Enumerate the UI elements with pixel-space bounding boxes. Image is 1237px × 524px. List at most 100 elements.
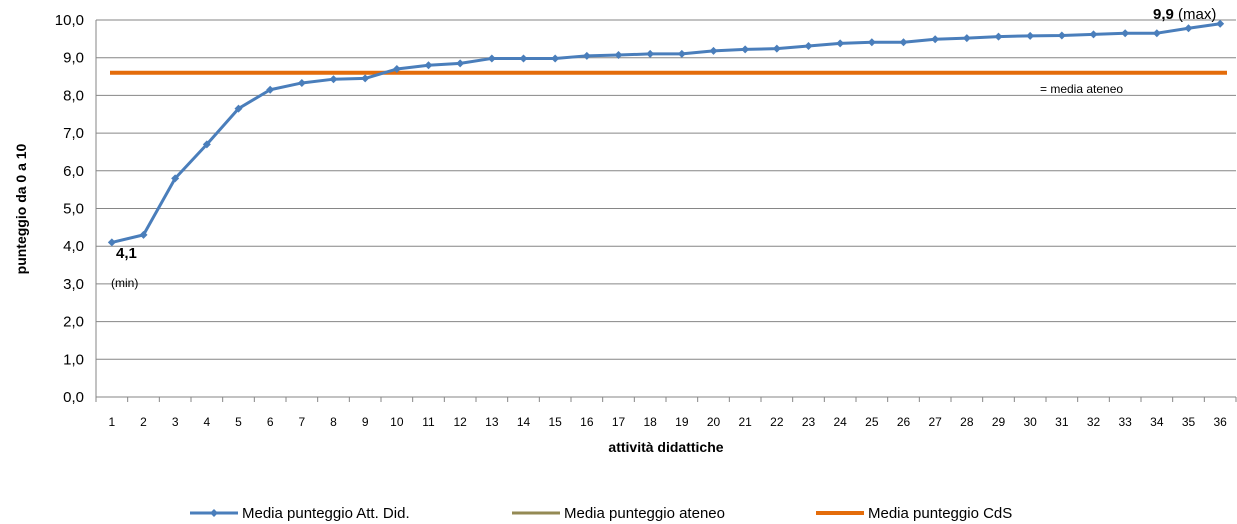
x-tick-label: 32 (1087, 415, 1101, 429)
data-point (899, 38, 908, 47)
x-tick-label: 26 (897, 415, 911, 429)
x-tick-label: 29 (992, 415, 1006, 429)
legend-marker-att-did (210, 509, 218, 517)
data-point (424, 61, 433, 70)
x-tick-label: 31 (1055, 415, 1069, 429)
x-tick-label: 27 (928, 415, 942, 429)
data-point (519, 54, 528, 63)
axes (95, 20, 1237, 402)
x-tick-label: 14 (517, 415, 531, 429)
data-point (171, 174, 180, 183)
data-point (1184, 24, 1193, 33)
data-point (139, 230, 148, 239)
data-point (107, 238, 116, 247)
data-point (582, 51, 591, 60)
x-tick-label: 20 (707, 415, 721, 429)
data-point (931, 35, 940, 44)
y-tick-label: 10,0 (55, 12, 84, 29)
data-point (266, 85, 275, 94)
data-point (392, 65, 401, 74)
x-tick-label: 2 (140, 415, 147, 429)
data-point (994, 32, 1003, 41)
y-tick-label: 8,0 (63, 87, 84, 104)
y-tick-label: 0,0 (63, 389, 84, 406)
x-tick-label: 12 (453, 415, 467, 429)
data-point (836, 39, 845, 48)
x-tick-label: 13 (485, 415, 499, 429)
max-value-label: 9,9 (1153, 6, 1174, 23)
data-point (772, 44, 781, 53)
y-tick-label: 6,0 (63, 163, 84, 180)
data-point (614, 51, 623, 60)
x-tick-label: 7 (298, 415, 305, 429)
x-tick-label: 4 (203, 415, 210, 429)
legend-label-ateneo: Media punteggio ateneo (564, 505, 725, 522)
data-point (1026, 31, 1035, 40)
x-axis-title: attività didattiche (608, 439, 723, 455)
y-tick-label: 7,0 (63, 125, 84, 142)
y-tick-label: 1,0 (63, 351, 84, 368)
legend: Media punteggio Att. Did. Media punteggi… (190, 505, 1012, 522)
x-tick-label: 1 (108, 415, 115, 429)
data-point (1216, 19, 1225, 28)
data-point (202, 140, 211, 149)
x-tick-label: 36 (1213, 415, 1227, 429)
data-point (297, 78, 306, 87)
data-point (804, 42, 813, 51)
x-tick-label: 10 (390, 415, 404, 429)
min-text-label: (min) (111, 276, 138, 290)
data-point (741, 45, 750, 54)
data-point (361, 74, 370, 83)
data-point (1089, 30, 1098, 39)
y-axis-title: punteggio da 0 a 10 (13, 143, 29, 274)
y-tick-label: 4,0 (63, 238, 84, 255)
data-point (709, 46, 718, 55)
data-point (456, 59, 465, 68)
x-tick-label: 17 (612, 415, 626, 429)
data-point (1121, 29, 1130, 38)
data-point (487, 54, 496, 63)
data-point (677, 49, 686, 58)
x-tick-label: 21 (738, 415, 752, 429)
legend-label-cds: Media punteggio CdS (868, 505, 1012, 522)
gridlines (96, 19, 1236, 398)
x-tick-label: 11 (422, 415, 435, 429)
y-tick-label: 2,0 (63, 314, 84, 331)
x-tick-label: 3 (172, 415, 179, 429)
y-tick-label: 5,0 (63, 201, 84, 218)
y-tick-labels: 0,0 1,0 2,0 3,0 4,0 5,0 6,0 7,0 8,0 9,0 10,0 (55, 12, 84, 406)
x-tick-label: 23 (802, 415, 816, 429)
min-value-label: 4,1 (116, 245, 137, 262)
x-tick-label: 15 (548, 415, 562, 429)
x-tick-label: 28 (960, 415, 974, 429)
data-point (329, 75, 338, 84)
x-tick-label: 6 (267, 415, 274, 429)
series-att-did (107, 19, 1225, 247)
y-tick-label: 9,0 (63, 50, 84, 67)
ateneo-note: = media ateneo (1040, 82, 1123, 96)
x-tick-label: 16 (580, 415, 594, 429)
x-tick-label: 35 (1182, 415, 1196, 429)
data-point (646, 49, 655, 58)
x-tick-label: 5 (235, 415, 242, 429)
max-text-label: (max) (1178, 6, 1216, 23)
series-line (111, 22, 1221, 244)
legend-label-att-did: Media punteggio Att. Did. (242, 505, 410, 522)
x-tick-labels: 1 2 3 4 5 6 7 8 9 10 11 12 13 14 15 16 17 18 19 20 21 22 23 24 2… (108, 415, 1227, 429)
x-tick-label: 9 (362, 415, 369, 429)
data-point (551, 54, 560, 63)
data-point (962, 34, 971, 43)
data-point (867, 38, 876, 47)
x-tick-label: 24 (833, 415, 847, 429)
x-tick-label: 34 (1150, 415, 1164, 429)
x-tick-label: 19 (675, 415, 689, 429)
x-tick-label: 8 (330, 415, 337, 429)
data-point (1152, 29, 1161, 38)
data-point (234, 104, 243, 113)
x-tick-label: 25 (865, 415, 879, 429)
x-tick-label: 33 (1118, 415, 1132, 429)
x-tick-label: 30 (1023, 415, 1037, 429)
x-tick-label: 18 (643, 415, 657, 429)
y-tick-label: 3,0 (63, 276, 84, 293)
